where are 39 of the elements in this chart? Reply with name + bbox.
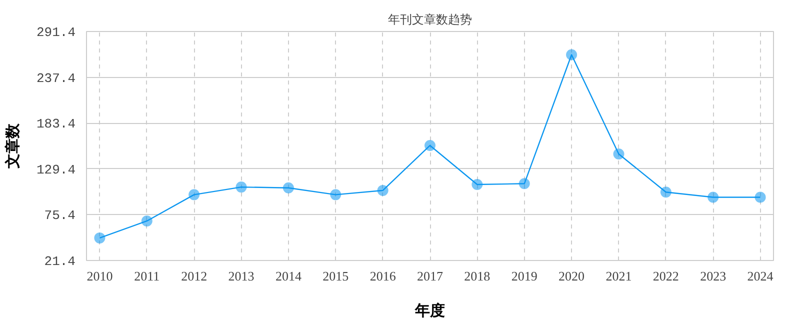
y-axis-title: 文章数 [3,122,22,170]
point [94,232,106,244]
chart-title: 年刊文章数趋势 [388,12,472,26]
x-tick-label: 2021 [606,268,632,284]
x-tick-label: 2019 [511,268,538,284]
point [188,189,200,200]
x-tick-label: 2016 [370,268,396,284]
point [377,184,388,196]
point [754,192,766,203]
x-tick-label: 2011 [134,268,160,284]
x-axis-title: 年度 [414,302,445,320]
x-tick-label: 2014 [275,268,302,284]
point [708,192,719,203]
point [566,49,578,60]
point [518,178,530,190]
y-tick-label: 237.4 [36,70,76,86]
x-tick-label: 2024 [747,268,774,284]
point [472,179,483,190]
x-tick-label: 2022 [652,268,679,284]
x-tick-label: 2012 [181,268,208,284]
point [141,215,152,226]
point [660,186,672,198]
x-tick-label: 2013 [228,268,254,284]
point [282,182,294,194]
x-tick-label: 2010 [86,268,113,284]
x-tick-label: 2023 [700,268,726,284]
y-tick-label: 75.4 [44,208,76,224]
point [424,140,436,151]
y-tick-label: 291.4 [36,25,76,40]
x-tick-label: 2018 [464,268,490,284]
y-tick-label: 21.4 [44,254,76,269]
y-tick-label: 183.4 [36,116,76,132]
y-tick-label: 129.4 [36,162,76,178]
x-tick-label: 2017 [417,268,444,284]
x-tick-label: 2020 [558,268,585,284]
point [613,148,624,160]
x-tick-label: 2015 [322,268,349,284]
point [236,182,247,193]
point [330,189,342,200]
